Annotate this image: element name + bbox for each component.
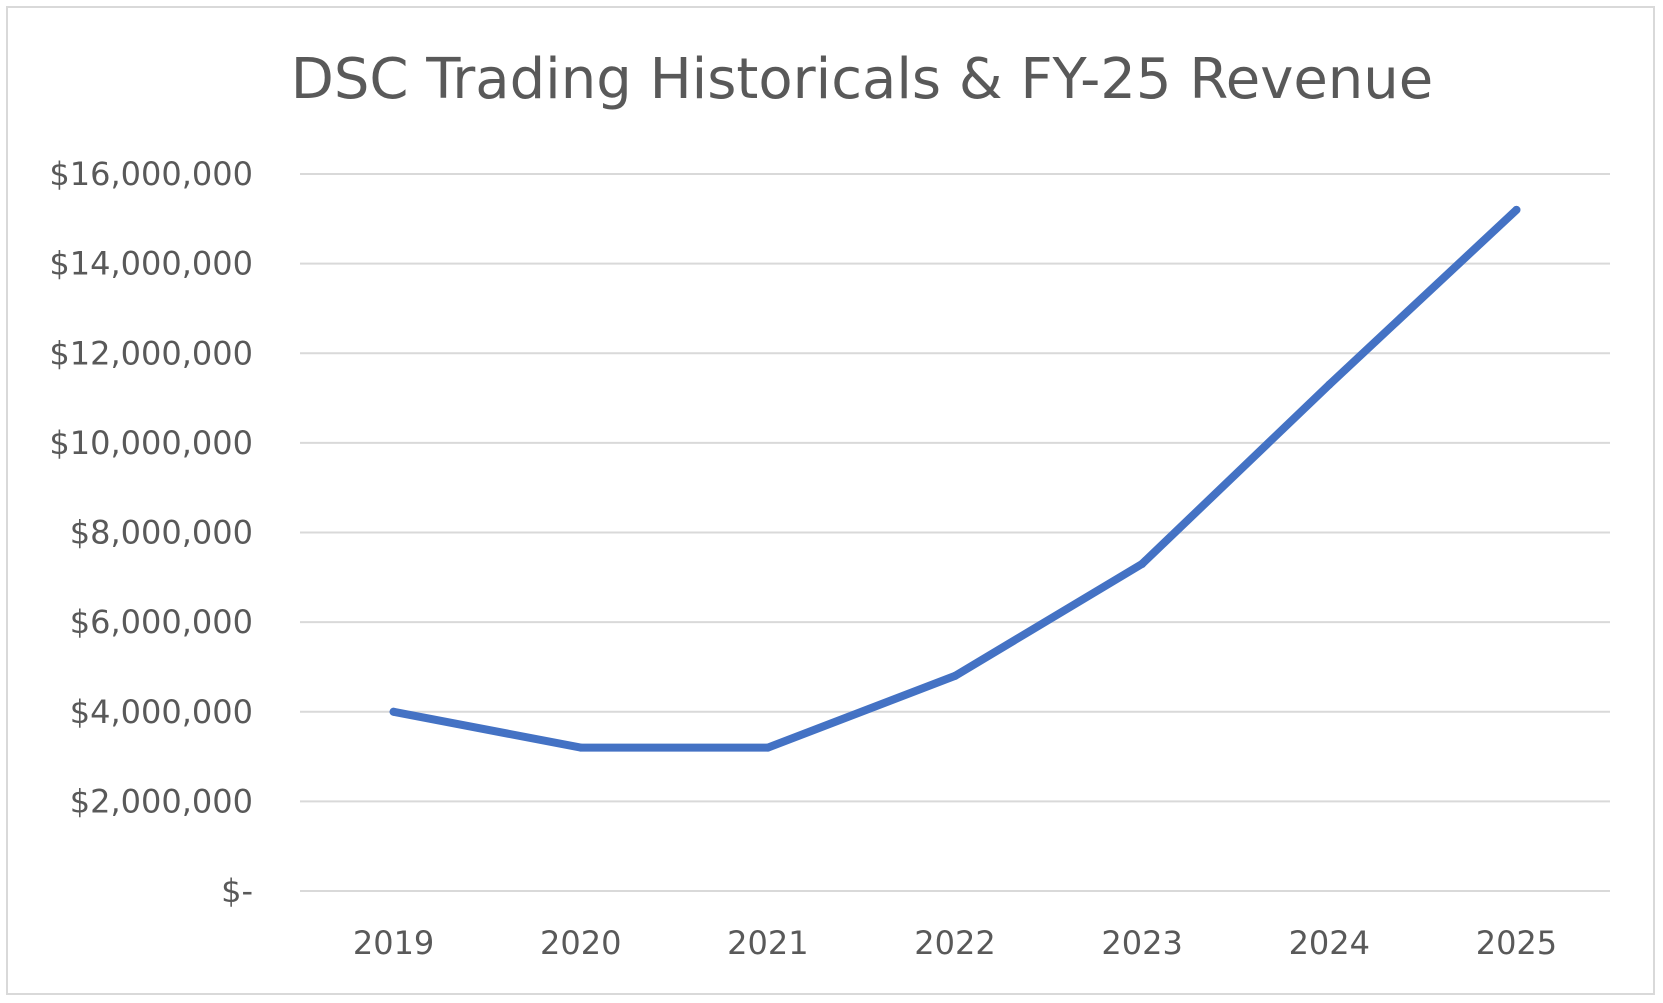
y-tick-label: $8,000,000 bbox=[70, 514, 253, 552]
y-tick-label: $2,000,000 bbox=[70, 782, 253, 820]
x-tick-label: 2023 bbox=[1101, 924, 1182, 962]
data-point bbox=[1325, 380, 1334, 389]
x-tick-label: 2024 bbox=[1289, 924, 1370, 962]
chart-title: DSC Trading Historicals & FY-25 Revenue bbox=[291, 47, 1434, 112]
data-point bbox=[763, 743, 772, 752]
data-point bbox=[1512, 205, 1521, 214]
gridlines bbox=[300, 173, 1610, 892]
y-tick-label: $14,000,000 bbox=[49, 245, 253, 283]
x-tick-label: 2022 bbox=[914, 924, 995, 962]
revenue-series-line bbox=[389, 205, 1521, 752]
x-tick-label: 2021 bbox=[727, 924, 808, 962]
data-point bbox=[389, 707, 398, 716]
chart-frame bbox=[6, 6, 1655, 995]
data-point bbox=[1138, 559, 1147, 568]
y-tick-label: $16,000,000 bbox=[49, 155, 253, 193]
y-tick-label: $6,000,000 bbox=[70, 603, 253, 641]
y-axis-tick-labels: $- $2,000,000 $4,000,000 $6,000,000 $8,000,0… bbox=[49, 155, 253, 910]
y-tick-label: $4,000,000 bbox=[70, 693, 253, 731]
y-tick-label: $- bbox=[221, 872, 253, 910]
y-tick-label: $12,000,000 bbox=[49, 334, 253, 372]
x-tick-label: 2019 bbox=[353, 924, 434, 962]
y-tick-label: $10,000,000 bbox=[49, 424, 253, 462]
x-tick-label: 2020 bbox=[540, 924, 621, 962]
data-point bbox=[576, 743, 585, 752]
x-tick-label: 2025 bbox=[1476, 924, 1557, 962]
data-point bbox=[951, 671, 959, 680]
x-axis-tick-labels: 2019 2020 2021 2022 2023 2024 2025 bbox=[353, 924, 1557, 962]
series-layer bbox=[389, 205, 1521, 752]
